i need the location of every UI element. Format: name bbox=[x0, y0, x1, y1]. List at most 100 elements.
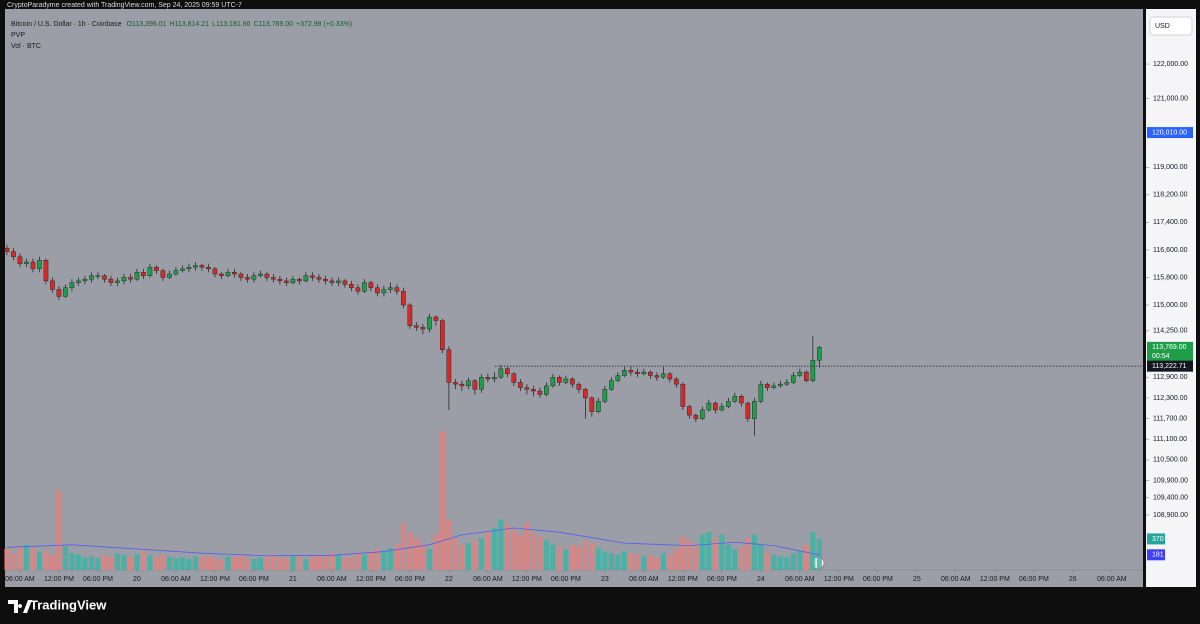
candle-body bbox=[381, 289, 387, 294]
y-tick-label: 112,300.00 bbox=[1153, 395, 1188, 402]
volume-bar bbox=[134, 554, 140, 570]
volume-bar bbox=[10, 553, 17, 570]
x-tick-label: 12:00 PM bbox=[356, 576, 386, 583]
volume-bar bbox=[374, 549, 381, 570]
candle-body bbox=[193, 265, 198, 268]
volume-bar bbox=[368, 551, 374, 570]
volume-bar bbox=[218, 559, 225, 570]
volume-bar bbox=[238, 555, 244, 570]
price-marker bbox=[1147, 341, 1193, 362]
volume-bar bbox=[283, 558, 290, 570]
volume-bar bbox=[348, 556, 355, 570]
candle-body bbox=[719, 406, 725, 411]
y-tick-label: 111,700.00 bbox=[1153, 415, 1187, 422]
candle-body bbox=[596, 401, 601, 412]
change-value: +372.98 (+0.33%) bbox=[296, 21, 352, 28]
volume-marker bbox=[1147, 533, 1165, 545]
volume-bar bbox=[69, 553, 75, 570]
y-tick-label: 112,900.00 bbox=[1153, 374, 1188, 381]
volume-bar bbox=[88, 556, 95, 570]
candle-body bbox=[30, 261, 36, 270]
candle-body bbox=[102, 275, 107, 280]
volume-bar bbox=[121, 554, 127, 570]
volume-bar bbox=[296, 556, 303, 570]
volume-bar bbox=[660, 553, 666, 570]
volume-bar bbox=[264, 556, 270, 570]
ohlc-value: C113,769.00 bbox=[253, 21, 293, 28]
x-tick-label: 12:00 PM bbox=[980, 576, 1010, 583]
symbol: Bitcoin / U.S. Dollar · 1h · Coinbase bbox=[11, 21, 122, 28]
candle-body bbox=[69, 282, 75, 288]
volume-bar bbox=[192, 556, 199, 570]
currency[interactable]: USD bbox=[1155, 23, 1170, 30]
volume-bar bbox=[387, 548, 393, 570]
candle-body bbox=[635, 371, 640, 375]
candle-body bbox=[615, 375, 621, 381]
volume-bar bbox=[517, 534, 523, 570]
candle-body bbox=[4, 247, 10, 252]
candle-body bbox=[50, 280, 55, 290]
volume-bar bbox=[803, 544, 809, 570]
candle-body bbox=[388, 287, 393, 290]
candle-body bbox=[303, 275, 309, 282]
x-tick-label: 12:00 PM bbox=[44, 576, 74, 583]
candle-body bbox=[550, 377, 556, 387]
volume-bar bbox=[82, 557, 88, 570]
volume-bar bbox=[751, 534, 757, 570]
volume-bar bbox=[361, 554, 368, 570]
volume-bar bbox=[465, 543, 471, 570]
volume-bar bbox=[277, 557, 283, 570]
brand-logo bbox=[8, 600, 32, 613]
volume-bar bbox=[62, 546, 69, 570]
volume-bar bbox=[556, 546, 562, 570]
candle-body bbox=[537, 390, 543, 395]
volume-bar bbox=[634, 554, 640, 570]
volume-bar bbox=[186, 559, 192, 570]
volume-bar bbox=[140, 551, 147, 570]
volume-bar bbox=[446, 519, 452, 570]
candle-body bbox=[401, 291, 406, 306]
candle-body bbox=[277, 278, 283, 282]
volume-bar bbox=[413, 538, 419, 570]
candle-body bbox=[771, 385, 777, 388]
y-tick-label: 114,250.00 bbox=[1153, 328, 1188, 335]
volume-bar bbox=[595, 548, 601, 570]
candle-body bbox=[583, 389, 588, 399]
volume-bar bbox=[244, 558, 251, 570]
candle-body bbox=[420, 327, 426, 330]
volume-bar bbox=[153, 557, 160, 570]
volume-bar bbox=[439, 431, 445, 570]
plot-area bbox=[5, 9, 1143, 587]
volume-bar bbox=[322, 556, 329, 570]
candle-body bbox=[89, 275, 94, 280]
candle-body bbox=[310, 275, 315, 278]
volume-bar bbox=[342, 557, 348, 570]
volume-bar bbox=[101, 555, 108, 570]
volume-bar bbox=[530, 532, 536, 570]
volume-bar bbox=[524, 522, 530, 570]
currency-button[interactable] bbox=[1149, 16, 1193, 36]
candle-body bbox=[531, 389, 536, 392]
volume-bar bbox=[114, 553, 121, 570]
y-tick-label: 115,800.00 bbox=[1153, 274, 1188, 281]
candle-body bbox=[758, 383, 764, 402]
volume-bar bbox=[647, 555, 653, 570]
candle-body bbox=[433, 316, 439, 321]
y-tick-label: 110,500.00 bbox=[1153, 457, 1188, 464]
volume-bar bbox=[231, 557, 238, 570]
volume-bar bbox=[30, 548, 36, 570]
candle-body bbox=[706, 402, 712, 411]
volume-bar bbox=[56, 490, 62, 570]
candle-body bbox=[238, 273, 244, 278]
candle-body bbox=[43, 260, 49, 282]
volume-bar bbox=[478, 538, 484, 570]
candle-body bbox=[544, 385, 549, 395]
volume-bar bbox=[257, 557, 264, 570]
volume-bar bbox=[621, 551, 627, 570]
candle-body bbox=[76, 280, 81, 283]
volume-bar bbox=[212, 558, 218, 570]
volume-marker bbox=[1147, 549, 1165, 561]
volume-bar bbox=[628, 553, 634, 570]
x-tick-label: 22 bbox=[445, 576, 453, 583]
candle-body bbox=[485, 377, 491, 380]
